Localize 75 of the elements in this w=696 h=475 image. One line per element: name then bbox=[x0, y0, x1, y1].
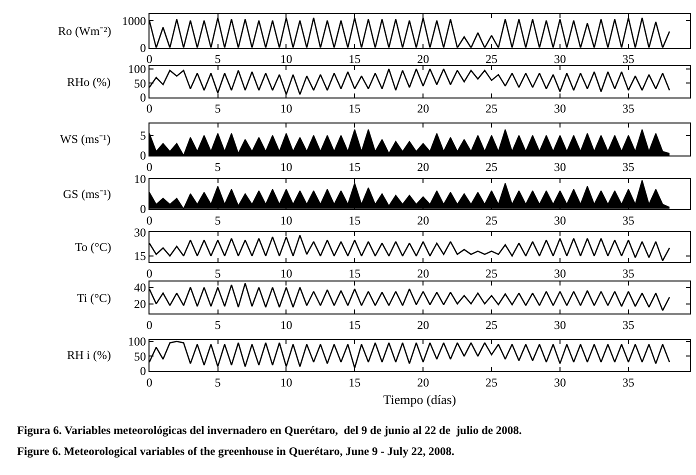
text: Figura 6. Variables meteorológicas del invernadero en Querétaro, del 9 de junio al 22 de julio de 2008. bbox=[17, 425, 522, 437]
y-tick-label: 0 bbox=[140, 148, 146, 163]
x-tick-label: 20 bbox=[417, 318, 430, 332]
y-tick-label: 5 bbox=[140, 128, 146, 143]
y-axis-title: Ti (°C) bbox=[77, 291, 112, 305]
x-tick-label: 35 bbox=[622, 160, 634, 174]
x-tick-label: 15 bbox=[348, 160, 361, 174]
x-tick-label: 5 bbox=[214, 266, 221, 281]
x-tick-label: 10 bbox=[280, 318, 292, 332]
x-tick-label: 30 bbox=[554, 375, 566, 390]
x-tick-label: 30 bbox=[554, 266, 566, 281]
x-tick-label: 25 bbox=[486, 375, 498, 390]
y-tick-label: 0 bbox=[140, 40, 146, 55]
x-tick-label: 15 bbox=[348, 52, 361, 66]
x-tick-label: 10 bbox=[280, 213, 292, 228]
x-tick-label: 35 bbox=[622, 52, 634, 66]
x-tick-label: 10 bbox=[280, 375, 292, 390]
x-tick-label: 5 bbox=[214, 213, 221, 228]
y-tick-label: 10 bbox=[134, 172, 146, 186]
y-tick-label: 50 bbox=[134, 76, 146, 90]
y-tick-label: 0 bbox=[140, 90, 146, 104]
x-tick-label: 30 bbox=[554, 102, 566, 116]
x-tick-label: 15 bbox=[348, 102, 361, 116]
x-tick-label: 25 bbox=[486, 160, 498, 174]
x-tick-label: 20 bbox=[417, 266, 430, 281]
y-axis-title: Ro (Wm⁻²) bbox=[58, 24, 112, 38]
x-tick-label: 25 bbox=[486, 102, 498, 116]
x-tick-label: 20 bbox=[417, 52, 430, 66]
y-tick-label: 50 bbox=[134, 349, 146, 364]
x-tick-label: 30 bbox=[554, 160, 566, 174]
y-tick-label: 100 bbox=[128, 62, 146, 76]
x-tick-label: 35 bbox=[622, 213, 634, 228]
x-tick-label: 5 bbox=[214, 160, 221, 174]
x-tick-label: 5 bbox=[214, 102, 221, 116]
y-tick-label: 0 bbox=[140, 364, 146, 378]
x-tick-label: 20 bbox=[417, 213, 430, 228]
y-tick-label: 15 bbox=[134, 249, 146, 264]
x-tick-label: 10 bbox=[280, 52, 292, 66]
y-tick-label: 40 bbox=[134, 280, 146, 295]
x-tick-label: 25 bbox=[486, 318, 498, 332]
y-tick-label: 30 bbox=[134, 225, 146, 240]
y-tick-label: 100 bbox=[128, 334, 146, 349]
x-tick-label: 15 bbox=[348, 375, 361, 390]
x-tick-label: 25 bbox=[486, 52, 498, 66]
x-tick-label: 5 bbox=[214, 52, 221, 66]
y-axis-title: RH i (%) bbox=[67, 348, 111, 362]
x-tick-label: 5 bbox=[214, 375, 221, 390]
x-tick-label: 10 bbox=[280, 102, 292, 116]
x-tick-label: 20 bbox=[417, 160, 430, 174]
x-tick-label: 15 bbox=[348, 318, 361, 332]
x-tick-label: 30 bbox=[554, 318, 566, 332]
x-tick-label: 10 bbox=[280, 160, 292, 174]
x-tick-label: 10 bbox=[280, 266, 292, 281]
y-axis-title: RHo (%) bbox=[67, 75, 111, 89]
x-tick-label: 35 bbox=[622, 375, 634, 390]
caption: Figure 6. Meteorological variables of the greenhouse in Querétaro, June 9 - July 22, 2008. bbox=[17, 446, 455, 458]
x-axis-title: Tiempo (días) bbox=[383, 392, 456, 407]
x-tick-label: 30 bbox=[554, 52, 566, 66]
x-tick-label: 35 bbox=[622, 102, 634, 116]
y-tick-label: 1000 bbox=[122, 14, 146, 28]
x-tick-label: 25 bbox=[486, 266, 498, 281]
y-axis-title: WS (ms⁻¹) bbox=[60, 132, 111, 146]
x-tick-label: 5 bbox=[214, 318, 221, 332]
x-tick-label: 25 bbox=[486, 213, 498, 228]
y-axis-title: To (°C) bbox=[75, 240, 112, 254]
y-axis-title: GS (ms⁻¹) bbox=[63, 187, 111, 201]
y-tick-label: 20 bbox=[134, 297, 146, 312]
x-tick-label: 20 bbox=[417, 102, 430, 116]
x-tick-label: 15 bbox=[348, 213, 361, 228]
y-tick-label: 0 bbox=[140, 202, 146, 216]
x-tick-label: 20 bbox=[417, 375, 430, 390]
x-tick-label: 35 bbox=[622, 266, 634, 281]
x-tick-label: 15 bbox=[348, 266, 361, 281]
x-tick-label: 35 bbox=[622, 318, 634, 332]
x-tick-label: 30 bbox=[554, 213, 566, 228]
